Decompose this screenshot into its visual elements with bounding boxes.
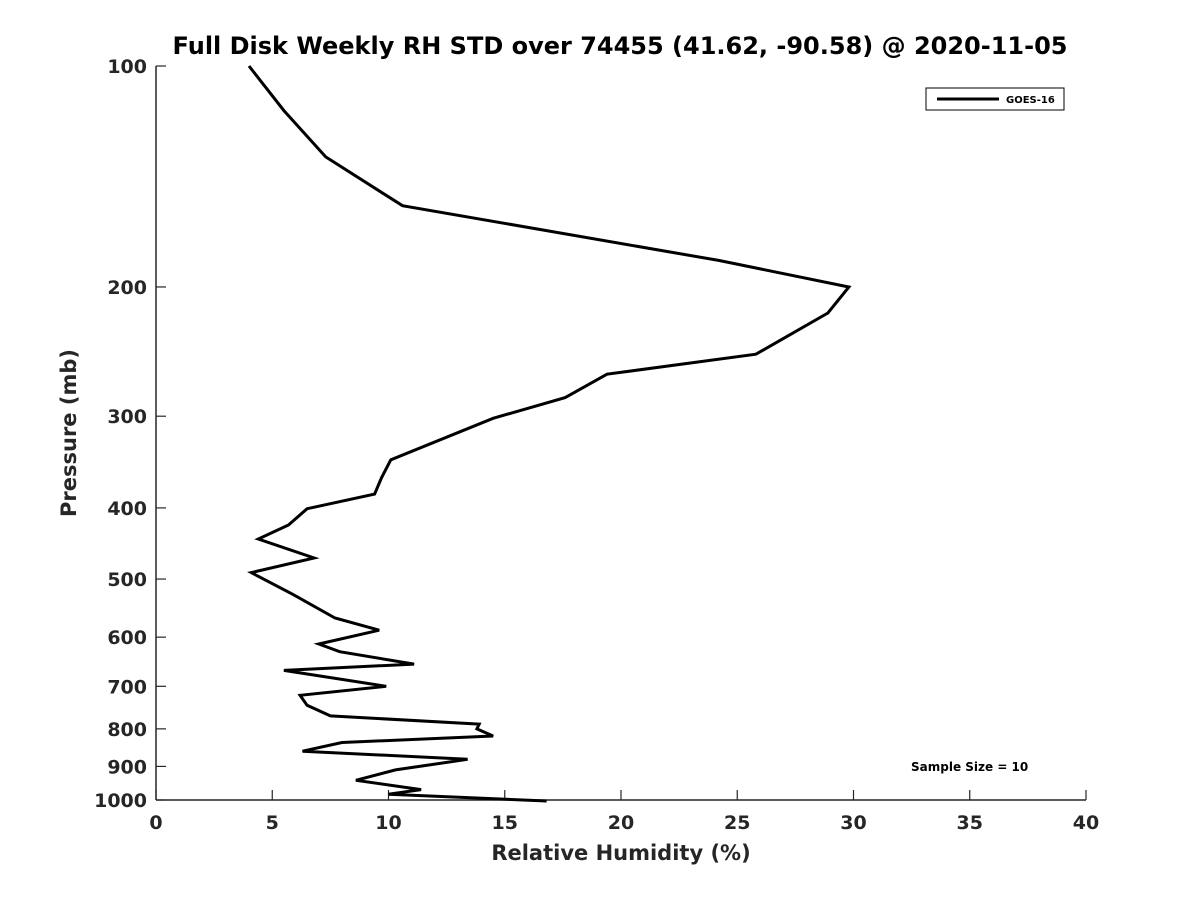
x-tick-label: 35 xyxy=(957,812,983,834)
legend-label-goes16: GOES-16 xyxy=(1006,95,1055,106)
chart-title: Full Disk Weekly RH STD over 74455 (41.6… xyxy=(173,32,1068,60)
x-tick-label: 30 xyxy=(840,812,866,834)
y-tick-label: 900 xyxy=(107,756,147,778)
y-tick-label: 1000 xyxy=(94,790,147,812)
y-tick-label: 700 xyxy=(107,676,147,698)
x-tick-label: 40 xyxy=(1073,812,1099,834)
x-tick-label: 20 xyxy=(608,812,634,834)
y-tick-label: 500 xyxy=(107,569,147,591)
x-tick-label: 15 xyxy=(492,812,518,834)
legend: GOES-16 xyxy=(925,87,1065,111)
x-tick-label: 25 xyxy=(724,812,750,834)
y-tick-label: 800 xyxy=(107,719,147,741)
y-tick-label: 300 xyxy=(107,406,147,428)
x-tick-label: 0 xyxy=(149,812,162,834)
x-tick-label: 5 xyxy=(266,812,279,834)
y-tick-label: 200 xyxy=(107,277,147,299)
y-tick-label: 400 xyxy=(107,498,147,520)
series-line-goes16 xyxy=(247,65,852,803)
y-tick-label: 600 xyxy=(107,627,147,649)
x-axis-label: Relative Humidity (%) xyxy=(491,841,750,865)
x-axis-ticks: 0 5 10 15 20 25 30 35 40 xyxy=(149,790,1099,834)
y-axis-ticks: 100 200 300 400 500 600 700 800 900 1000 xyxy=(94,56,166,812)
x-tick-label: 10 xyxy=(375,812,401,834)
y-tick-label: 100 xyxy=(107,56,147,78)
sample-size-annotation: Sample Size = 10 xyxy=(911,760,1028,774)
y-axis-label: Pressure (mb) xyxy=(57,349,81,517)
